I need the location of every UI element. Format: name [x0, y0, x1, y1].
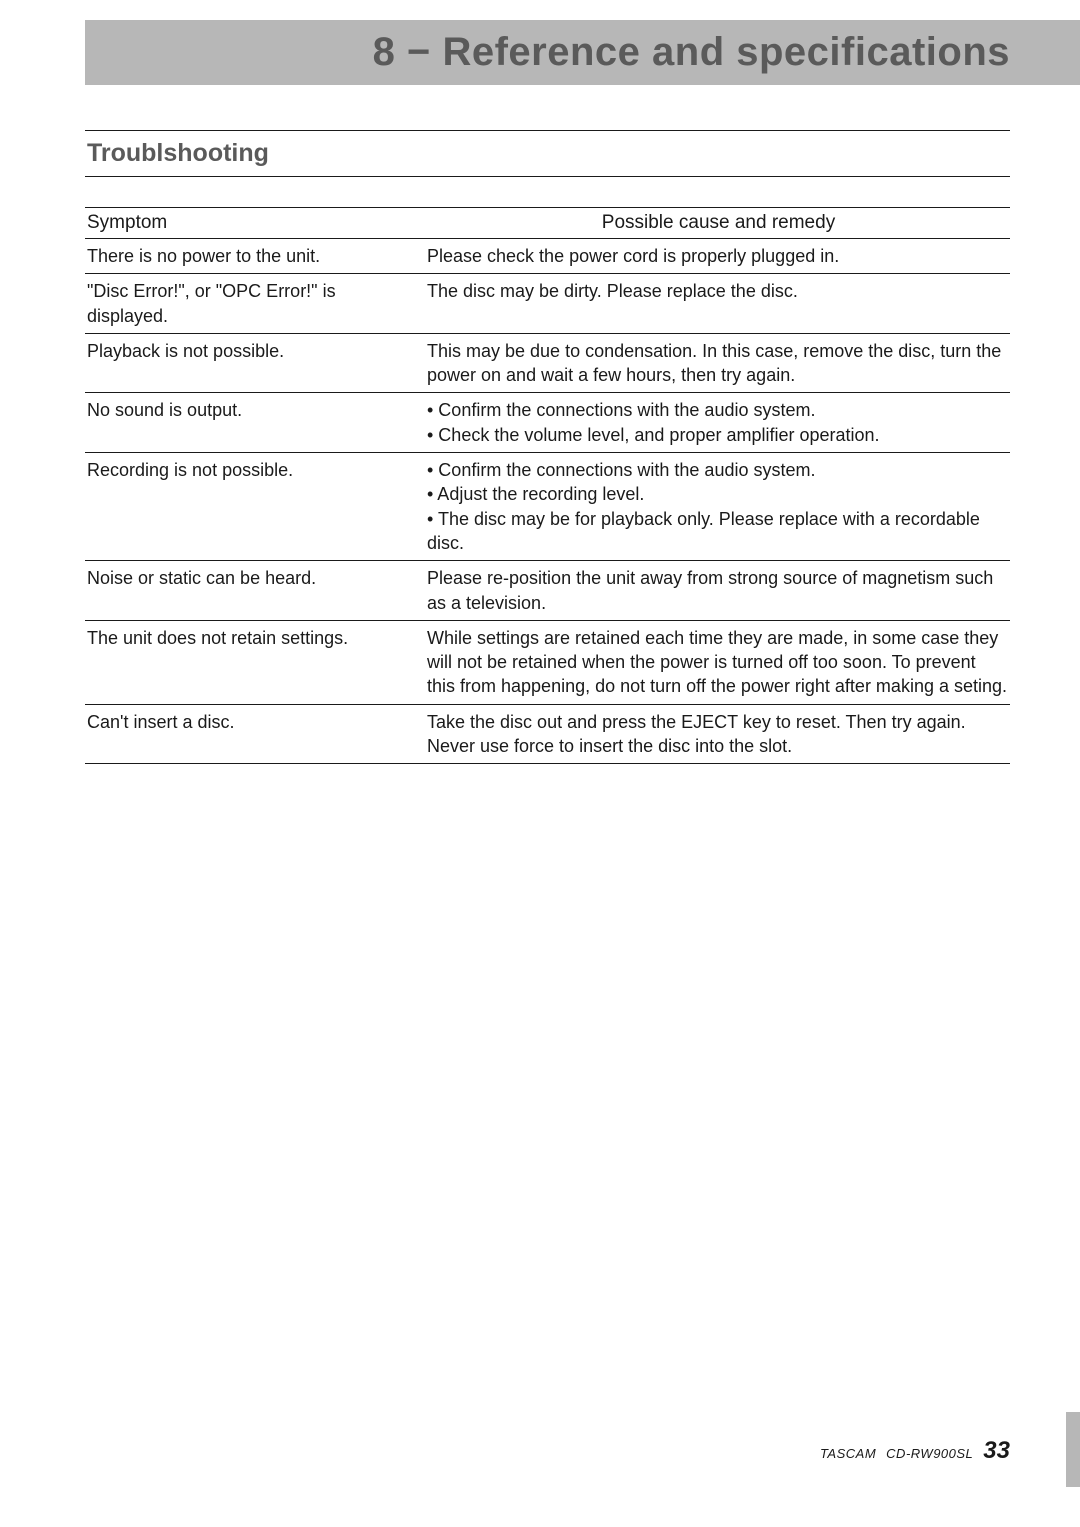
- footer-model: CD-RW900SL: [886, 1446, 973, 1461]
- page-title: 8 − Reference and specifications: [373, 30, 1010, 75]
- side-tab: [1066, 1412, 1080, 1487]
- table-row: There is no power to the unit. Please ch…: [85, 239, 1010, 274]
- cell-symptom: No sound is output.: [85, 393, 425, 453]
- section-title-wrap: Troublshooting: [85, 130, 1010, 177]
- footer-page-number: 33: [983, 1437, 1010, 1465]
- cell-symptom: Can't insert a disc.: [85, 704, 425, 764]
- cell-symptom: The unit does not retain settings.: [85, 620, 425, 704]
- page-footer: TASCAM CD-RW900SL 33: [820, 1437, 1010, 1465]
- table-row: No sound is output. • Confirm the connec…: [85, 393, 1010, 453]
- cell-symptom: Playback is not possible.: [85, 333, 425, 393]
- cell-symptom: "Disc Error!", or "OPC Error!" is displa…: [85, 274, 425, 334]
- cell-remedy: • Confirm the connections with the audio…: [425, 393, 1010, 453]
- table-row: Recording is not possible. • Confirm the…: [85, 453, 1010, 561]
- cell-remedy: The disc may be dirty. Please replace th…: [425, 274, 1010, 334]
- table-row: Playback is not possible. This may be du…: [85, 333, 1010, 393]
- cell-remedy: While settings are retained each time th…: [425, 620, 1010, 704]
- cell-remedy: This may be due to condensation. In this…: [425, 333, 1010, 393]
- table-row: The unit does not retain settings. While…: [85, 620, 1010, 704]
- table-row: Noise or static can be heard. Please re-…: [85, 561, 1010, 621]
- cell-remedy: Please re-position the unit away from st…: [425, 561, 1010, 621]
- footer-brand: TASCAM: [820, 1446, 876, 1461]
- section-title: Troublshooting: [85, 139, 1010, 168]
- table-header-row: Symptom Possible cause and remedy: [85, 208, 1010, 239]
- page-header-bar: 8 − Reference and specifications: [85, 20, 1080, 85]
- cell-symptom: Recording is not possible.: [85, 453, 425, 561]
- table-row: Can't insert a disc. Take the disc out a…: [85, 704, 1010, 764]
- cell-remedy: Please check the power cord is properly …: [425, 239, 1010, 274]
- troubleshooting-table: Symptom Possible cause and remedy There …: [85, 207, 1010, 764]
- cell-remedy: Take the disc out and press the EJECT ke…: [425, 704, 1010, 764]
- table-header-symptom: Symptom: [85, 208, 425, 239]
- cell-remedy: • Confirm the connections with the audio…: [425, 453, 1010, 561]
- table-row: "Disc Error!", or "OPC Error!" is displa…: [85, 274, 1010, 334]
- page-content: Troublshooting Symptom Possible cause an…: [85, 130, 1010, 764]
- cell-symptom: There is no power to the unit.: [85, 239, 425, 274]
- table-body: There is no power to the unit. Please ch…: [85, 239, 1010, 764]
- cell-symptom: Noise or static can be heard.: [85, 561, 425, 621]
- table-header-remedy: Possible cause and remedy: [425, 208, 1010, 239]
